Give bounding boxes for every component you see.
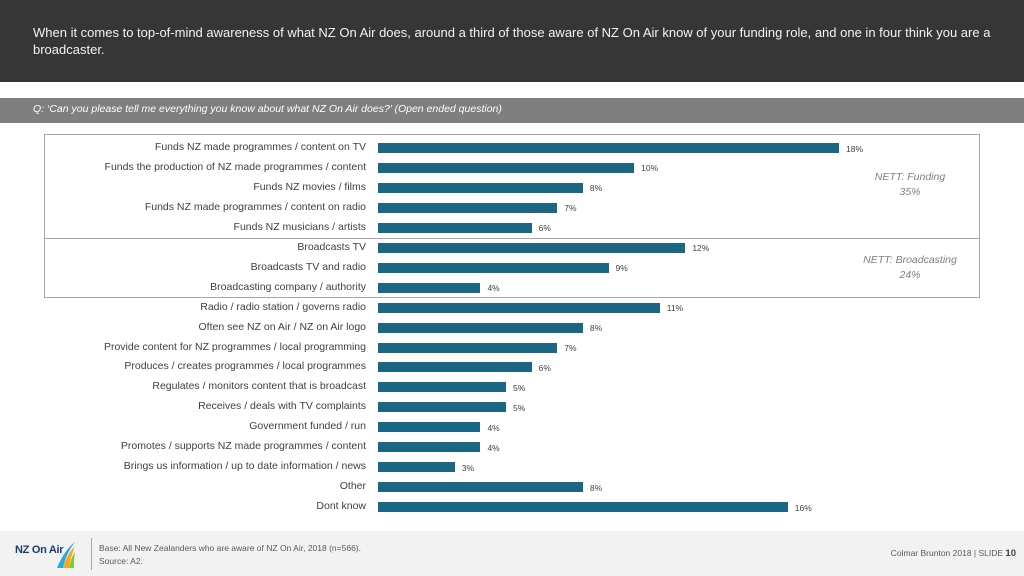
category-label: Funds NZ musicians / artists bbox=[233, 220, 366, 233]
bar bbox=[378, 162, 635, 173]
question-bar: Q: ‘Can you please tell me everything yo… bbox=[0, 98, 1024, 123]
bar bbox=[378, 382, 507, 393]
bar bbox=[378, 202, 558, 213]
logo-text: NZ On Air bbox=[15, 544, 64, 556]
slide-header: When it comes to top-of-mind awareness o… bbox=[0, 0, 1024, 82]
bar bbox=[378, 442, 481, 453]
footer-notes: Base: All New Zealanders who are aware o… bbox=[99, 542, 361, 568]
bar bbox=[378, 462, 455, 473]
category-label: Dont know bbox=[316, 500, 366, 513]
bar-value-label: 16% bbox=[794, 502, 812, 513]
bar-value-label: 6% bbox=[538, 223, 551, 234]
bar-value-label: 5% bbox=[513, 382, 526, 393]
bar-value-label: 8% bbox=[589, 482, 603, 493]
category-label: Broadcasts TV and radio bbox=[250, 260, 366, 273]
bar bbox=[378, 222, 532, 233]
category-label: Often see NZ on Air / NZ on Air logo bbox=[198, 320, 367, 333]
bar bbox=[378, 402, 507, 413]
bar bbox=[378, 282, 481, 293]
category-label: Other bbox=[339, 480, 366, 493]
nett-broadcasting-label: NETT: Broadcasting 24% bbox=[855, 253, 965, 283]
bar bbox=[378, 502, 788, 513]
category-label: Funds NZ made programmes / content on ra… bbox=[144, 200, 366, 213]
bar-value-label: 4% bbox=[487, 422, 500, 433]
nett-funding-label: NETT: Funding 35% bbox=[860, 170, 960, 200]
bar-value-label: 12% bbox=[692, 243, 710, 254]
bar-value-label: 6% bbox=[538, 362, 551, 373]
logo-swoosh-icon bbox=[57, 542, 75, 568]
bar bbox=[378, 182, 583, 193]
nett-funding-name: NETT: Funding bbox=[874, 171, 946, 183]
bar-value-label: 9% bbox=[615, 263, 628, 274]
slide-footer bbox=[0, 531, 1024, 576]
bar-value-label: 18% bbox=[846, 143, 864, 154]
category-label: Radio / radio station / governs radio bbox=[200, 300, 366, 313]
broadcasting-group-box bbox=[44, 238, 980, 298]
bar bbox=[378, 242, 686, 253]
bar-value-label: 4% bbox=[487, 442, 500, 453]
credit-text: Colmar Brunton 2018 | SLIDE bbox=[890, 548, 1004, 558]
bar bbox=[378, 322, 583, 333]
nett-broadcasting-name: NETT: Broadcasting bbox=[863, 254, 957, 266]
base-note: Base: All New Zealanders who are aware o… bbox=[99, 543, 361, 553]
category-label: Brings us information / up to date infor… bbox=[123, 460, 366, 473]
bar-value-label: 3% bbox=[461, 462, 475, 473]
footer-credit: Colmar Brunton 2018 | SLIDE 10 bbox=[891, 548, 1016, 559]
category-label: Receives / deals with TV complaints bbox=[198, 400, 366, 413]
category-label: Broadcasts TV bbox=[297, 240, 366, 253]
question-text: Q: ‘Can you please tell me everything yo… bbox=[33, 103, 502, 115]
bar bbox=[378, 362, 532, 373]
slide-title: When it comes to top-of-mind awareness o… bbox=[33, 25, 991, 57]
bar-value-label: 7% bbox=[564, 343, 577, 353]
category-label: Promotes / supports NZ made programmes /… bbox=[120, 440, 366, 453]
category-label: Regulates / monitors content that is bro… bbox=[152, 380, 366, 393]
bar bbox=[378, 262, 609, 273]
bar-value-label: 7% bbox=[564, 203, 577, 214]
nz-on-air-logo: NZ On Air bbox=[15, 540, 77, 570]
category-label: Funds NZ movies / films bbox=[253, 180, 366, 193]
category-label: Funds the production of NZ made programm… bbox=[104, 160, 366, 173]
category-label: Government funded / run bbox=[249, 420, 366, 433]
bar-value-label: 5% bbox=[513, 402, 526, 413]
category-label: Broadcasting company / authority bbox=[210, 280, 366, 293]
bar-value-label: 4% bbox=[487, 283, 500, 294]
bar bbox=[378, 482, 583, 493]
nett-broadcasting-value: 24% bbox=[899, 269, 921, 281]
category-label: Provide content for NZ programmes / loca… bbox=[103, 340, 366, 353]
nett-funding-value: 35% bbox=[899, 186, 921, 198]
footer-divider bbox=[91, 538, 92, 570]
bar-value-label: 10% bbox=[641, 163, 659, 174]
bar-value-label: 8% bbox=[589, 183, 603, 194]
bar-value-label: 8% bbox=[589, 323, 603, 334]
category-label: Produces / creates programmes / local pr… bbox=[124, 360, 366, 373]
slide-number: 10 bbox=[1005, 548, 1016, 559]
category-label: Funds NZ made programmes / content on TV bbox=[154, 141, 366, 153]
bar bbox=[378, 342, 558, 353]
bar-value-label: 11% bbox=[666, 303, 684, 314]
source-note: Source: A2. bbox=[99, 556, 143, 566]
bar bbox=[378, 143, 839, 153]
bar bbox=[378, 302, 660, 313]
bar bbox=[378, 422, 481, 433]
